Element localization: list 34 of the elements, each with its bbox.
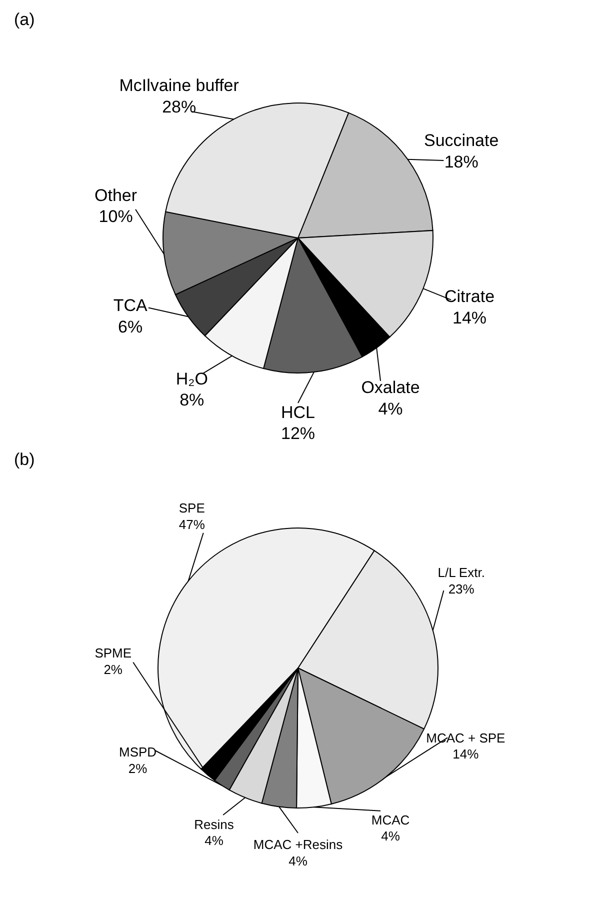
data-label: 2%: [104, 662, 123, 677]
slice-label: HCL: [280, 402, 316, 422]
data-label: 4%: [381, 828, 400, 844]
data-label: 4%: [204, 833, 224, 848]
slice-label: MSPD: [119, 744, 157, 760]
slice-label: Succinate: [424, 131, 499, 150]
slice-label: SPME: [94, 646, 132, 661]
slice-label: H₂O: [176, 369, 208, 388]
slice-label: McIlvaine buffer: [119, 76, 240, 96]
chart-title: (a): [14, 10, 35, 30]
data-label: 8%: [180, 390, 204, 410]
data-label: 4%: [378, 399, 403, 418]
slice-label: Other: [94, 186, 138, 205]
slice-label: Citrate: [444, 287, 495, 306]
chart-title: (b): [14, 450, 35, 470]
data-label: 4%: [288, 853, 308, 868]
data-label: 14%: [452, 746, 480, 762]
data-label: 12%: [280, 424, 316, 444]
slice-label: MCAC: [371, 812, 410, 828]
slice-label: MCAC + SPE: [426, 730, 506, 746]
data-label: 47%: [178, 516, 206, 532]
slice-label: MCAC +Resins: [253, 837, 344, 852]
slice-label: Resins: [194, 816, 234, 832]
data-label: 18%: [444, 152, 478, 172]
data-label: 6%: [118, 317, 143, 336]
data-label: 2%: [128, 760, 148, 776]
slice-label: TCA: [113, 296, 148, 316]
data-label: 23%: [448, 582, 475, 596]
data-label: 14%: [452, 308, 487, 328]
slice-label: L/L Extr.: [438, 565, 485, 580]
slice-label: SPE: [178, 500, 206, 516]
data-label: 10%: [98, 207, 133, 226]
data-label: 28%: [162, 97, 196, 116]
slice-label: Oxalate: [361, 378, 420, 398]
